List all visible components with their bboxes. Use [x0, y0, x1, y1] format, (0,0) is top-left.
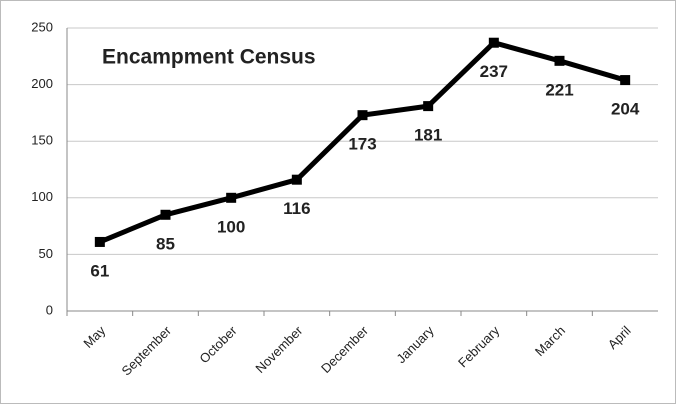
marker	[357, 110, 368, 121]
marker	[423, 101, 434, 112]
data-label: 204	[611, 100, 640, 119]
marker	[291, 174, 302, 185]
data-label: 237	[480, 62, 508, 81]
y-tick-label: 250	[31, 19, 53, 34]
data-label: 221	[545, 80, 573, 99]
chart-title: Encampment Census	[102, 46, 316, 69]
data-label: 116	[283, 199, 310, 218]
marker	[554, 55, 565, 66]
marker	[160, 209, 171, 220]
y-tick-label: 200	[31, 76, 53, 91]
y-tick-label: 150	[31, 133, 53, 148]
data-label: 85	[156, 234, 175, 253]
marker	[226, 192, 237, 203]
marker	[620, 75, 631, 86]
marker	[488, 37, 499, 48]
y-tick-label: 0	[46, 302, 53, 317]
data-label: 173	[348, 135, 376, 154]
data-label: 181	[414, 126, 442, 145]
y-tick-label: 100	[31, 189, 53, 204]
marker	[94, 236, 105, 247]
data-label: 100	[217, 217, 245, 236]
data-label: 61	[90, 261, 109, 280]
y-tick-label: 50	[39, 246, 53, 261]
